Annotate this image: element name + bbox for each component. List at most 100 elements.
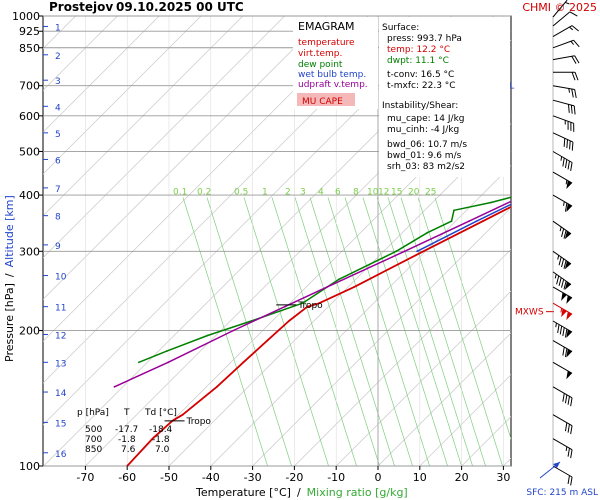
mixing-ratio-line [417,197,503,466]
wind-barb-shaft [552,250,572,265]
profile-point [318,302,321,305]
surface-pressure: press: 993.7 hPa [387,34,462,44]
credit-text: CHMI © 2025 [522,1,597,14]
x-tick-label: 10 [413,471,427,484]
dry-adiabat-lines [43,16,600,466]
y-axis-title-sep: / [3,273,16,277]
mxws-label: MXWS [515,308,544,318]
wind-barb [552,115,575,132]
profile-point [481,220,484,223]
wind-barb-pennant [566,203,573,213]
profile-point [403,250,406,253]
wind-barb-full [563,230,567,239]
wind-barb-shaft [552,0,568,18]
wind-barb-full [561,228,565,238]
wind-barb-shaft [552,85,575,91]
y-tick-label: 700 [19,80,40,93]
wind-barb-half [560,308,563,313]
wind-barb-full [563,280,567,290]
altitude-label: 8 [55,213,61,223]
wind-barb-full [561,279,565,288]
wind-barb-pennant [566,349,573,358]
wind-barb-full [567,448,570,457]
wind-barb-shaft [552,361,573,374]
wind-barb-full [574,55,580,64]
x-axis-title-temp: Temperature [°C] [195,486,291,499]
legend-temperature: temperature [298,38,355,48]
wind-barb-full [562,157,565,167]
altitude-label: 2 [55,52,61,62]
wind-barb-full [564,203,568,212]
legend-virt-temp: virt.temp. [298,49,342,59]
skew-grid-line [252,207,511,466]
wind-barb-shaft [552,465,573,478]
station-name: Prostejov [49,0,113,14]
wind-barb [552,171,573,190]
skew-grid-line [43,16,160,133]
x-axis-title-mix: Mixing ratio [g/kg] [307,486,408,499]
profile-point [453,209,455,212]
wind-barb-full [556,275,560,285]
x-tick-label: -40 [202,471,220,484]
altitude-label: 1 [55,23,61,33]
y-tick-label: 925 [19,25,40,38]
legend-wet-bulb: wet bulb temp. [298,70,366,80]
wind-barb-half [557,255,560,260]
wind-barb-half [565,446,568,451]
x-tick-label: 0 [375,471,382,484]
tropopause-label: Tropo [186,417,212,427]
mixing-ratio-label: 15 [391,188,402,198]
legend-updraft: udpraft v.temp. [298,80,368,90]
skew-grid-line [503,457,511,466]
mixing-ratio-label: 6 [335,188,341,198]
profile-point [395,250,398,253]
altitude-label: 6 [55,156,61,166]
wind-barb-full [574,72,579,81]
profile-point [353,286,356,288]
wind-barb [552,55,580,64]
wind-barb-full [571,56,577,64]
wind-barb-shaft [552,25,573,38]
wind-barb-pennant [566,370,573,380]
wind-barb-full [564,159,568,169]
wind-barb-full [564,422,568,432]
profile-point [422,250,425,253]
mixing-ratio-line [309,197,395,466]
profile-point [475,220,478,223]
mixing-ratio-label: 0.5 [234,188,248,198]
skew-grid-line [545,16,600,466]
wind-barb-half [564,120,566,125]
legend-title: EMAGRAM [298,20,355,33]
wind-barb-half [555,322,557,328]
wind-barb-pennant [566,311,573,321]
profile-point [416,250,418,253]
level-table: p [hPa] T Td [°C] 500 -17.7 -18.4 700 -1… [77,408,177,455]
mixing-ratio-line [400,197,486,466]
wind-barb [552,194,573,213]
wind-barb-pennant [564,261,572,270]
wind-barb [552,438,573,459]
table-cell: 7.6 [121,445,136,455]
profile-point [533,194,535,196]
y-tick-label: 1000 [12,10,40,23]
profile-point [529,194,531,196]
wind-barb [552,320,573,338]
table-cell: -17.7 [115,425,138,435]
wind-barb-full [564,394,568,404]
wind-barb-half [559,226,562,232]
wind-barb-full [567,104,570,113]
wind-barb [552,340,573,358]
y-axis-title-pressure: Pressure [hPa] [3,283,16,362]
skew-grid-line [294,248,511,466]
mixing-ratio-label: 12 [378,188,389,198]
profile-point [206,334,209,337]
profile-point [524,194,526,196]
profile-point [167,361,170,364]
wind-barb-full [570,162,573,172]
wind-barb-full [570,425,573,435]
wind-barb-half [565,1,570,5]
wind-barb [552,220,572,240]
wind-barb-shaft [552,39,574,49]
mixing-ratio-line [271,197,357,466]
